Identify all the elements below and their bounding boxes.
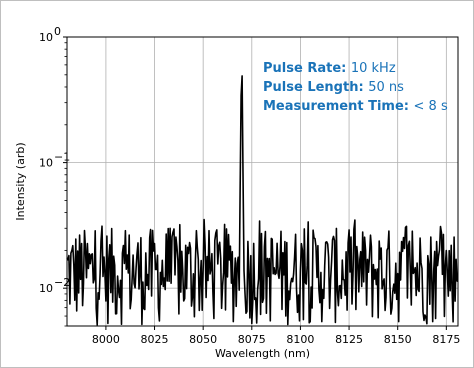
x-tick-label: 8175 <box>432 333 460 346</box>
y-tick-label: 10 <box>39 157 53 170</box>
x-axis-ticks: 8000 8025 8050 8075 8100 8125 8150 8175 <box>92 326 460 346</box>
y-tick-exponent: 0 <box>54 25 61 38</box>
annotation-line: Pulse Length: 50 ns <box>263 80 404 95</box>
x-tick-label: 8050 <box>189 333 217 346</box>
annotation-block: Pulse Rate: 10 kHz Pulse Length: 50 ns Mea… <box>263 61 448 114</box>
plot-area-border <box>66 36 459 327</box>
x-tick-label: 8000 <box>92 333 120 346</box>
y-tick-label: 10 <box>39 282 53 295</box>
x-tick-label: 8125 <box>335 333 363 346</box>
y-tick-exponent: −1 <box>54 151 70 164</box>
annotation-line: Measurement Time: < 8 s <box>263 99 448 114</box>
x-tick-label: 8150 <box>384 333 412 346</box>
annotation-label: Pulse Rate: <box>263 61 351 76</box>
annotation-value: 50 ns <box>368 80 404 95</box>
y-tick-exponent: −2 <box>54 276 70 289</box>
annotation-label: Pulse Length: <box>263 80 368 95</box>
x-tick-label: 8075 <box>238 333 266 346</box>
annotation-line: Pulse Rate: 10 kHz <box>263 61 396 76</box>
y-tick-label: 10 <box>39 31 53 44</box>
x-axis-label: Wavelength (nm) <box>215 347 310 360</box>
x-tick-label: 8100 <box>286 333 314 346</box>
annotation-value: 10 kHz <box>351 61 396 76</box>
annotation-label: Measurement Time: <box>263 99 414 114</box>
y-axis-label: Intensity (arb) <box>14 142 27 220</box>
annotation-value: < 8 s <box>414 99 448 114</box>
spectrum-line <box>66 75 459 326</box>
x-tick-label: 8025 <box>141 333 169 346</box>
